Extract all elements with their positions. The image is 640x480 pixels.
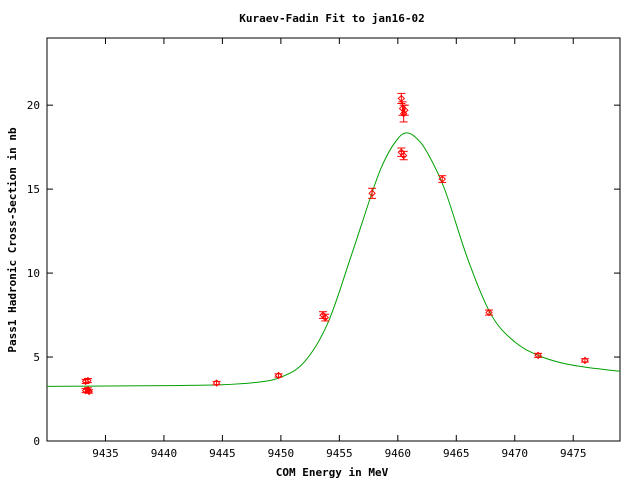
data-point [368, 187, 377, 199]
y-tick-label: 5 [33, 351, 40, 364]
data-point [321, 313, 330, 322]
x-tick-label: 9435 [92, 447, 119, 460]
y-tick-label: 0 [33, 435, 40, 448]
x-tick-label: 9470 [502, 447, 529, 460]
data-point [485, 308, 494, 317]
data-point [534, 351, 543, 360]
data-point [438, 175, 447, 183]
x-tick-label: 9460 [385, 447, 412, 460]
x-tick-label: 9465 [443, 447, 470, 460]
x-tick-label: 9440 [151, 447, 178, 460]
x-tick-label: 9475 [560, 447, 587, 460]
y-tick-label: 10 [27, 267, 40, 280]
x-tick-label: 9455 [326, 447, 353, 460]
data-point [85, 387, 94, 396]
data-points-layer [81, 92, 589, 396]
x-tick-label: 9450 [268, 447, 295, 460]
data-point [83, 376, 92, 385]
data-point [399, 150, 408, 161]
fit-curve-layer [46, 132, 621, 387]
x-tick-label: 9445 [209, 447, 236, 460]
x-axis: 9435 9440 9445 9450 9455 9460 9465 9470 9475 [92, 38, 586, 460]
y-tick-label: 15 [27, 183, 40, 196]
x-axis-label: COM Energy in MeV [276, 466, 389, 479]
data-point [580, 356, 589, 365]
fit-curve [46, 132, 621, 387]
data-point [400, 104, 409, 116]
data-point [212, 379, 221, 387]
y-tick-label: 20 [27, 99, 40, 112]
y-axis: 0 5 10 15 20 [27, 99, 620, 448]
y-axis-label: Pass1 Hadronic Cross-Section in nb [6, 127, 19, 353]
data-point [274, 371, 283, 380]
plot-frame [46, 37, 621, 442]
chart-title: Kuraev-Fadin Fit to jan16-02 [239, 12, 424, 25]
